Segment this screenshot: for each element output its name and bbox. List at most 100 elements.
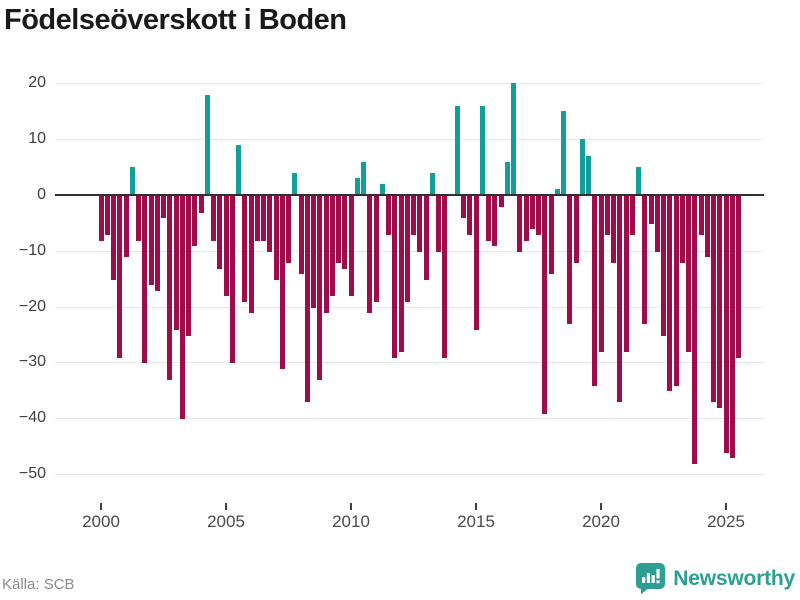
bar-2024q3 [711, 196, 716, 403]
gridline [55, 362, 764, 364]
bar-2013q4 [442, 196, 448, 358]
bar-2003q3 [186, 196, 191, 336]
bar-2017q4 [542, 196, 548, 414]
bar-2015q2 [479, 105, 485, 195]
bar-2001q1 [123, 196, 129, 258]
bar-2006q2 [254, 196, 260, 241]
bar-2000q4 [117, 196, 123, 358]
x-axis-tick [600, 503, 602, 510]
bar-2021q1 [623, 196, 629, 353]
bar-2011q4 [392, 196, 398, 358]
y-axis-tick-label: 0 [37, 186, 46, 203]
bar-2015q4 [492, 196, 498, 247]
bar-2017q1 [523, 196, 529, 241]
bar-2023q3 [686, 196, 691, 353]
bar-2014q4 [467, 196, 473, 236]
bar-2024q4 [717, 196, 723, 409]
bar-2003q4 [192, 196, 198, 247]
bar-2017q3 [536, 196, 541, 236]
bar-2001q4 [142, 196, 148, 364]
x-axis-tick-label: 2015 [457, 512, 495, 531]
bar-2010q4 [367, 196, 373, 314]
bar-2006q4 [267, 196, 273, 252]
bar-2020q3 [611, 196, 616, 263]
bar-2025q3 [736, 196, 741, 358]
bar-2005q3 [236, 144, 241, 195]
bar-2003q1 [173, 196, 179, 330]
y-axis-tick-label: −20 [18, 297, 46, 315]
bar-2016q2 [504, 161, 510, 195]
bar-2015q1 [473, 196, 479, 330]
bar-2002q4 [167, 196, 173, 381]
y-axis-tick-label: −30 [18, 353, 46, 371]
bar-2011q1 [373, 196, 379, 303]
bar-2009q4 [342, 196, 348, 269]
x-axis-tick-label: 2005 [207, 512, 245, 531]
bar-2012q3 [411, 196, 416, 236]
bar-2023q4 [692, 196, 698, 464]
bar-2002q1 [148, 196, 154, 286]
bar-2008q3 [311, 196, 316, 308]
bar-2004q1 [198, 196, 204, 213]
gridline [55, 418, 764, 420]
y-axis-tick-label: −10 [18, 241, 46, 259]
bar-2005q1 [223, 196, 229, 297]
bar-2000q1 [98, 196, 104, 241]
bar-2017q2 [529, 196, 535, 230]
gridline [55, 306, 764, 308]
bar-2018q4 [567, 196, 573, 325]
bar-2016q3 [511, 83, 516, 195]
x-axis-tick-label: 2020 [582, 512, 620, 531]
bar-2009q1 [323, 196, 329, 314]
y-axis-tick-label: −50 [18, 465, 46, 482]
bar-2016q1 [498, 196, 504, 208]
bar-2011q3 [386, 196, 391, 236]
bar-2002q2 [154, 196, 160, 291]
bar-2013q3 [436, 196, 441, 252]
gridline [55, 83, 764, 85]
bar-2020q1 [598, 196, 604, 353]
bar-2005q4 [242, 196, 248, 303]
gridline [55, 474, 764, 475]
bar-2012q4 [417, 196, 423, 252]
bar-2007q4 [292, 172, 298, 195]
x-axis-tick [475, 503, 477, 510]
bar-2022q2 [654, 196, 660, 252]
bar-2019q1 [573, 196, 579, 263]
y-axis-tick-label: 10 [28, 130, 46, 148]
bar-2018q1 [548, 196, 554, 275]
bar-2013q2 [429, 172, 435, 195]
bar-2003q2 [179, 196, 185, 420]
bar-2004q3 [211, 196, 216, 241]
bar-2025q1 [723, 196, 729, 453]
bar-2001q2 [129, 167, 135, 195]
bar-2025q2 [729, 196, 735, 459]
bar-2016q4 [517, 196, 523, 252]
bar-2020q4 [617, 196, 623, 403]
bar-2002q3 [161, 196, 166, 219]
bar-2023q2 [679, 196, 685, 263]
bar-2009q3 [336, 196, 341, 263]
bar-2006q3 [261, 196, 266, 241]
bar-2010q2 [354, 178, 360, 195]
bar-2008q1 [298, 196, 304, 275]
newsworthy-logo: Newsworthy [635, 562, 795, 595]
bar-chart-speech-bubble-icon [635, 562, 666, 595]
x-axis-tick [350, 503, 352, 510]
x-axis-tick [725, 503, 727, 510]
bar-2018q2 [554, 189, 560, 195]
gridline [55, 139, 764, 141]
bar-2021q2 [629, 196, 635, 236]
bar-2007q1 [273, 196, 279, 280]
bar-2024q2 [704, 196, 710, 258]
bar-2005q2 [229, 196, 235, 364]
bar-2022q3 [661, 196, 666, 336]
x-axis-tick [100, 503, 102, 510]
bar-2007q2 [279, 196, 285, 369]
y-axis-tick-label: 20 [28, 74, 46, 92]
bar-2014q2 [454, 105, 460, 195]
bar-2011q2 [379, 183, 385, 195]
bar-2008q2 [304, 196, 310, 403]
